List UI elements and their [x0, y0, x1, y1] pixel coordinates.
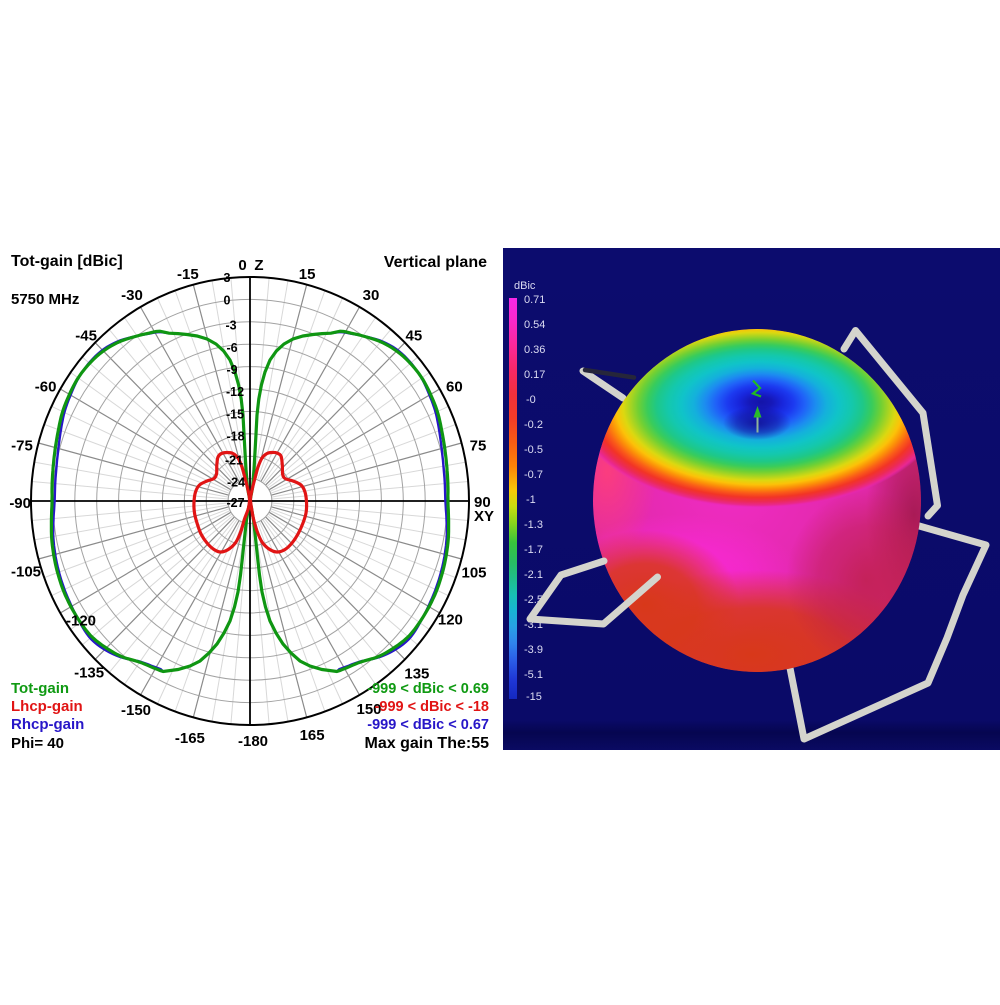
svg-text:Tot-gain [dBic]: Tot-gain [dBic] [11, 253, 123, 270]
svg-text:-1.7: -1.7 [524, 544, 543, 556]
svg-text:-150: -150 [121, 702, 151, 719]
svg-text:-5.1: -5.1 [524, 669, 543, 681]
svg-text:-21: -21 [225, 454, 243, 468]
svg-text:dBic: dBic [514, 280, 536, 292]
svg-text:-15: -15 [226, 408, 244, 422]
svg-text:135: 135 [404, 666, 429, 683]
svg-text:-0.5: -0.5 [524, 444, 543, 456]
svg-text:45: 45 [406, 327, 423, 344]
svg-text:0: 0 [238, 257, 246, 274]
svg-text:Max gain The:55: Max gain The:55 [365, 735, 490, 752]
svg-text:Z: Z [254, 257, 263, 274]
svg-text:-180: -180 [238, 733, 268, 750]
svg-text:-999 < dBic < 0.67: -999 < dBic < 0.67 [367, 717, 489, 733]
svg-text:60: 60 [446, 379, 463, 396]
svg-text:Rhcp-gain: Rhcp-gain [11, 716, 84, 733]
svg-text:Tot-gain: Tot-gain [11, 680, 69, 697]
svg-text:-3.9: -3.9 [524, 644, 543, 656]
svg-text:30: 30 [363, 287, 380, 304]
svg-text:3: 3 [224, 271, 231, 285]
svg-text:XY: XY [474, 508, 494, 525]
svg-text:120: 120 [438, 612, 463, 629]
svg-text:-0.7: -0.7 [524, 469, 543, 481]
svg-text:-12: -12 [226, 385, 244, 399]
svg-text:5750 MHz: 5750 MHz [11, 291, 79, 308]
svg-text:-135: -135 [74, 665, 104, 682]
svg-text:-999 < dBic < -18: -999 < dBic < -18 [375, 699, 489, 715]
svg-text:-105: -105 [11, 563, 41, 580]
svg-text:-18: -18 [226, 430, 244, 444]
svg-text:165: 165 [300, 727, 325, 744]
svg-text:-1: -1 [526, 494, 536, 506]
svg-text:-3: -3 [225, 319, 236, 333]
svg-text:-15: -15 [526, 691, 542, 703]
svg-text:0.71: 0.71 [524, 294, 545, 306]
svg-text:90: 90 [474, 494, 491, 511]
svg-text:-27: -27 [226, 496, 244, 510]
svg-text:105: 105 [461, 564, 486, 581]
svg-text:-90: -90 [9, 495, 31, 512]
svg-text:-60: -60 [35, 379, 57, 396]
svg-text:-15: -15 [177, 266, 199, 283]
svg-text:-9: -9 [226, 363, 237, 377]
svg-text:Vertical plane: Vertical plane [384, 254, 487, 271]
svg-text:-30: -30 [121, 287, 143, 304]
svg-text:-1.3: -1.3 [524, 519, 543, 531]
svg-text:Lhcp-gain: Lhcp-gain [11, 698, 83, 715]
svg-text:0.36: 0.36 [524, 344, 545, 356]
svg-text:150: 150 [356, 701, 381, 718]
svg-text:-75: -75 [11, 438, 33, 455]
svg-text:-120: -120 [66, 613, 96, 630]
svg-text:-999 < dBic < 0.69: -999 < dBic < 0.69 [367, 681, 489, 697]
svg-text:Phi= 40: Phi= 40 [11, 735, 64, 752]
svg-text:-24: -24 [227, 476, 245, 490]
svg-text:75: 75 [470, 438, 487, 455]
svg-text:-0: -0 [526, 394, 536, 406]
svg-text:-165: -165 [175, 730, 205, 747]
svg-text:-45: -45 [75, 327, 97, 344]
svg-text:-6: -6 [226, 341, 237, 355]
svg-text:0: 0 [224, 294, 231, 308]
svg-text:15: 15 [299, 266, 316, 283]
svg-text:0.54: 0.54 [524, 319, 545, 331]
svg-text:0.17: 0.17 [524, 369, 545, 381]
svg-text:-0.2: -0.2 [524, 419, 543, 431]
svg-text:-2.1: -2.1 [524, 569, 543, 581]
